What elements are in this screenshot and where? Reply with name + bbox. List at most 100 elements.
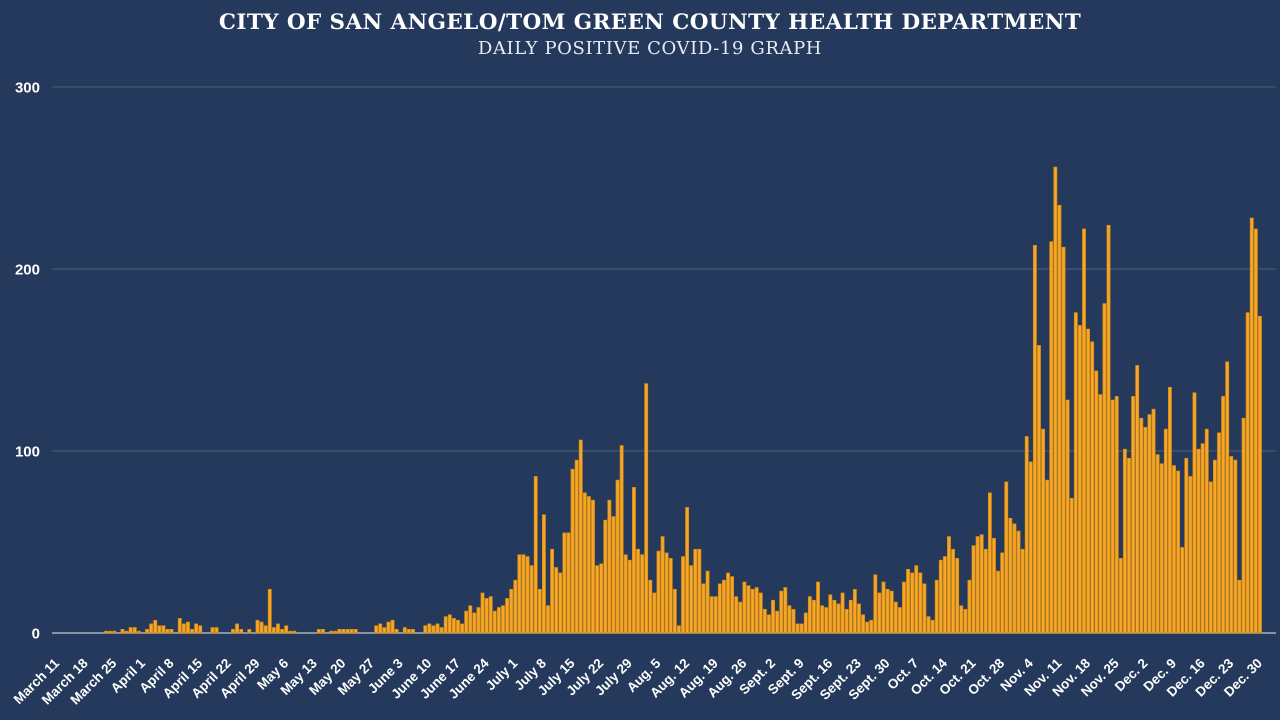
- bar: [161, 625, 166, 634]
- bar: [812, 599, 816, 634]
- bar: [627, 559, 632, 634]
- bar: [1147, 414, 1152, 634]
- bar: [210, 627, 215, 634]
- bar: [186, 621, 190, 634]
- bar: [681, 556, 685, 634]
- bar: [1180, 547, 1185, 634]
- bar: [394, 629, 399, 634]
- bar: [329, 630, 334, 634]
- bar: [1135, 365, 1140, 634]
- bar: [971, 545, 976, 634]
- bar: [1020, 548, 1025, 634]
- bar: [607, 499, 612, 634]
- bar: [177, 618, 182, 634]
- bar: [136, 630, 141, 634]
- bar: [1233, 459, 1238, 634]
- bar: [967, 579, 972, 634]
- bar: [292, 630, 297, 634]
- bar: [758, 592, 763, 634]
- bar: [198, 625, 203, 634]
- bar: [112, 630, 117, 634]
- y-tick-label: 0: [32, 626, 40, 643]
- bar: [730, 576, 735, 634]
- bar: [333, 630, 338, 634]
- bar: [615, 479, 620, 634]
- bar: [267, 588, 272, 634]
- bar: [697, 548, 702, 634]
- bar: [1049, 241, 1054, 634]
- bar: [767, 614, 771, 634]
- bar: [263, 625, 268, 634]
- bar: [554, 567, 559, 634]
- bar: [1065, 399, 1070, 634]
- page-subtitle: DAILY POSITIVE COVID-19 GRAPH: [477, 37, 823, 59]
- bar: [190, 629, 194, 634]
- bar: [799, 623, 804, 634]
- bar: [1253, 228, 1258, 634]
- bar: [779, 590, 784, 634]
- bar: [349, 629, 354, 634]
- bar: [1176, 470, 1181, 634]
- bar: [472, 612, 477, 634]
- bar: [828, 594, 833, 634]
- bar: [586, 496, 591, 634]
- bar: [124, 630, 129, 634]
- bar: [1077, 325, 1082, 634]
- bar: [1110, 399, 1115, 634]
- bar: [595, 565, 600, 634]
- bar: [1086, 328, 1091, 634]
- bar: [1192, 392, 1197, 634]
- bar: [562, 532, 567, 634]
- bar: [537, 588, 542, 634]
- bar: [435, 623, 440, 634]
- bar: [771, 599, 775, 634]
- bar: [247, 629, 252, 634]
- bar: [640, 554, 645, 634]
- bar: [656, 550, 661, 634]
- bar: [501, 605, 505, 634]
- bar: [546, 605, 550, 634]
- bar: [701, 583, 706, 634]
- bar: [108, 630, 113, 634]
- bar: [1184, 457, 1189, 634]
- bar: [705, 570, 710, 634]
- bar: [591, 499, 595, 634]
- bar: [1131, 396, 1136, 634]
- bar: [738, 601, 743, 634]
- bar: [1114, 396, 1119, 634]
- bar: [668, 558, 673, 634]
- bar: [521, 554, 526, 634]
- bar: [902, 581, 906, 634]
- bar: [951, 548, 955, 634]
- bar: [235, 623, 239, 634]
- bar: [276, 623, 280, 634]
- bar: [861, 614, 865, 634]
- bar: [709, 596, 714, 634]
- bar: [959, 605, 964, 634]
- y-tick-label: 200: [15, 262, 40, 279]
- daily-case-bars: [104, 166, 1262, 634]
- bar: [726, 572, 730, 634]
- bar: [382, 627, 387, 634]
- bar: [636, 548, 640, 634]
- bar: [1151, 408, 1156, 634]
- bar: [128, 627, 133, 634]
- bar: [1016, 530, 1021, 634]
- bar: [1061, 246, 1066, 634]
- bar: [525, 556, 530, 634]
- bar: [194, 623, 199, 634]
- bar: [1032, 244, 1037, 634]
- bar: [934, 579, 939, 634]
- bar: [316, 629, 321, 634]
- bar: [783, 587, 788, 634]
- bar: [693, 548, 698, 634]
- bar: [496, 607, 501, 634]
- bar: [1155, 454, 1160, 634]
- bar: [337, 629, 342, 634]
- bar: [1139, 417, 1144, 634]
- bar: [713, 596, 718, 634]
- bar: [1024, 436, 1029, 634]
- bar: [754, 587, 759, 634]
- bar: [582, 492, 587, 634]
